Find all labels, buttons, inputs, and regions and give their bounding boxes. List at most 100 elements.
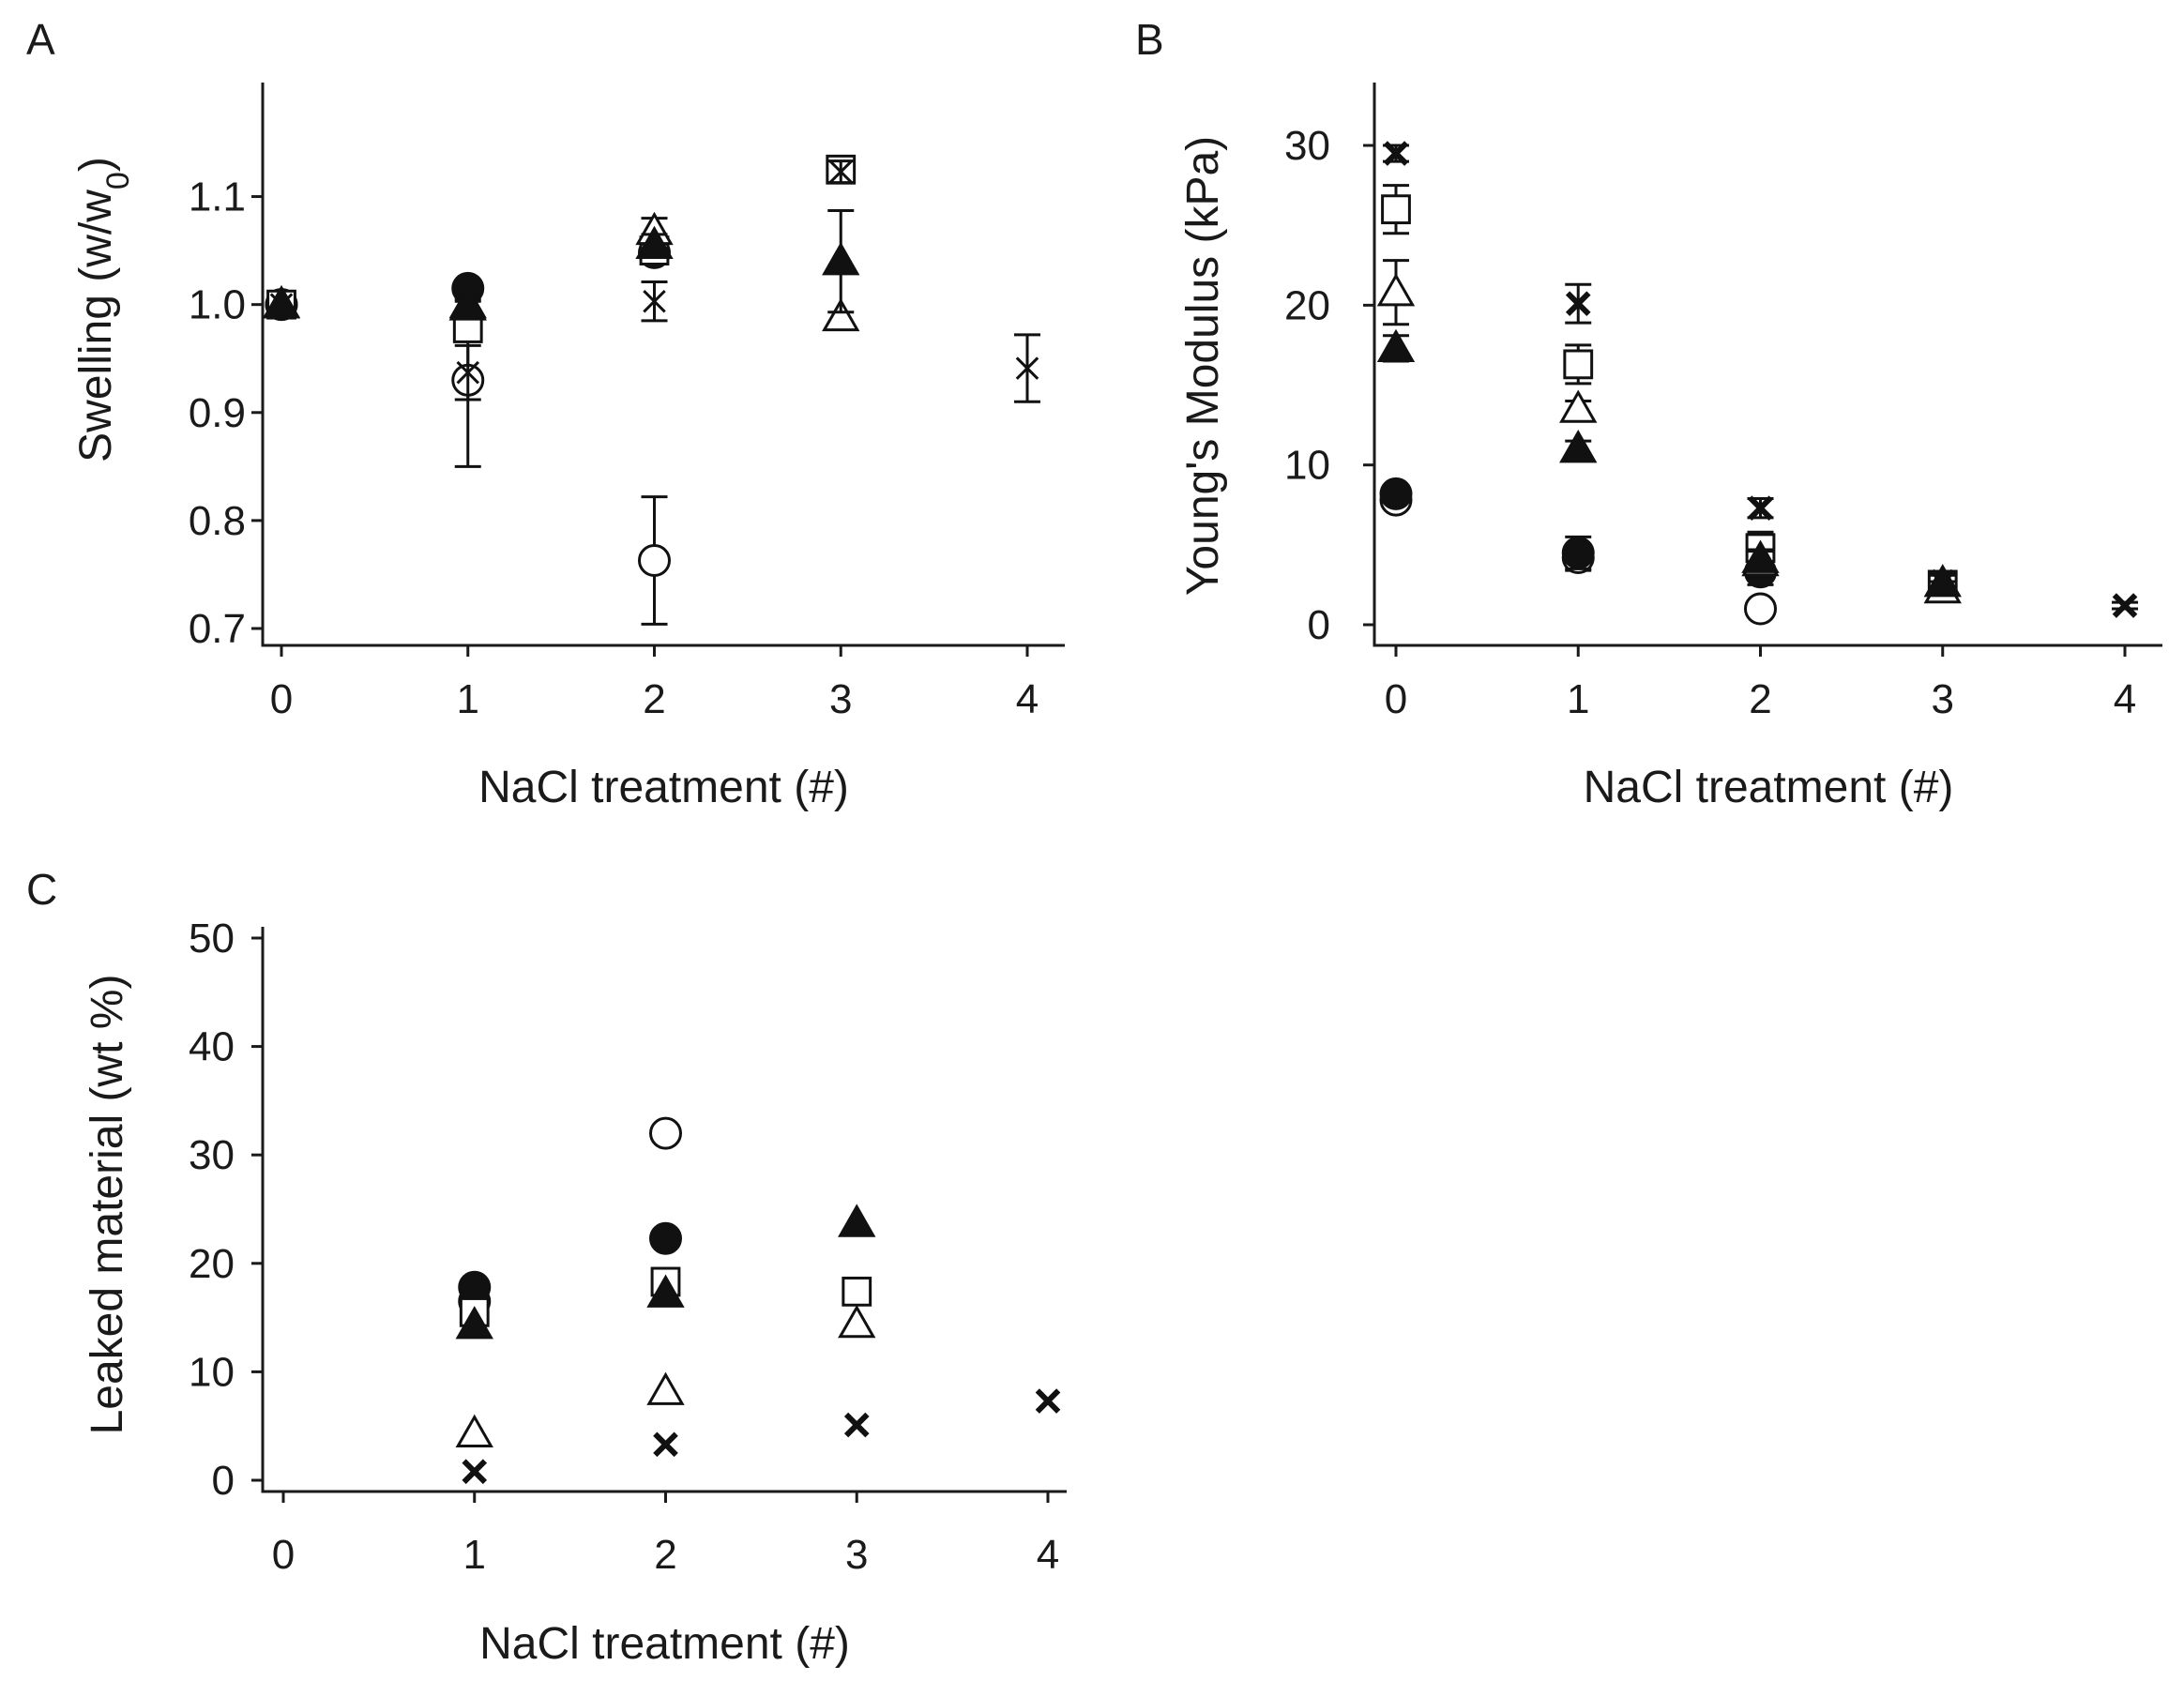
panel-b: B 0 1 2 3 4 0 10 20 30 NaCl treatment (#) Young's M…: [1135, 15, 2162, 812]
x-tick-label: 4: [2114, 676, 2136, 722]
axis-lines: [261, 83, 1065, 647]
point-marker: [448, 287, 487, 321]
y-tick-label: 0: [212, 1458, 235, 1504]
point-marker: [1561, 536, 1595, 569]
x-tick-label: 4: [1016, 676, 1039, 722]
point-marker: [842, 1276, 872, 1307]
y-tick-label: 30: [1284, 123, 1330, 169]
panel-label-a: A: [26, 15, 55, 64]
point-marker: [1381, 194, 1411, 225]
y-tick-label: 1.1: [189, 174, 246, 220]
x-tick-label: 0: [270, 676, 293, 722]
point-marker: [828, 159, 853, 184]
series-cross: [269, 159, 1040, 403]
series-open-circle: [458, 1116, 682, 1318]
y-axis-title: Leaked material (wt %): [83, 975, 132, 1435]
point-marker: [1930, 568, 1956, 595]
x-tick-label: 0: [1385, 676, 1407, 722]
point-marker: [638, 543, 671, 577]
series-cross: [1383, 141, 2138, 618]
point-marker: [1376, 273, 1416, 307]
point-marker: [1565, 291, 1591, 316]
point-marker: [262, 285, 301, 319]
point-marker: [462, 1459, 488, 1485]
point-marker: [1015, 356, 1039, 380]
point-marker: [1748, 495, 1773, 521]
y-tick-label: 50: [189, 916, 235, 962]
point-marker: [643, 289, 666, 313]
x-tick-label: 2: [643, 676, 665, 722]
point-marker: [1379, 477, 1413, 510]
x-tick-label: 1: [1567, 676, 1589, 722]
x-axis-title: NaCl treatment (#): [479, 1619, 850, 1669]
y-tick-label: 10: [1284, 443, 1330, 489]
series-filled-triangle: [455, 1204, 876, 1340]
point-marker: [2112, 593, 2138, 618]
y-axis-title: Young's Modulus (kPa): [1178, 136, 1228, 596]
axis-lines: [1373, 83, 2162, 647]
panel-label-c: C: [26, 865, 57, 914]
x-tick-label: 4: [1037, 1532, 1059, 1578]
point-marker: [1383, 141, 1409, 166]
point-marker: [455, 1306, 493, 1340]
point-marker: [635, 225, 674, 260]
series-open-square: [266, 154, 857, 343]
x-tick-label: 1: [457, 676, 479, 722]
panel-label-b: B: [1135, 15, 1164, 64]
point-marker: [838, 1204, 876, 1237]
series-filled-circle: [458, 1221, 682, 1304]
point-marker: [1376, 328, 1416, 363]
point-marker: [649, 1221, 682, 1255]
y-tick-label: 20: [189, 1241, 235, 1287]
series-cross: [462, 1388, 1061, 1485]
y-tick-label: 10: [189, 1349, 235, 1395]
point-marker: [649, 1116, 682, 1150]
y-tick-label: 0.9: [189, 390, 246, 436]
point-marker: [646, 1274, 685, 1308]
axis-lines: [261, 927, 1067, 1493]
point-marker: [1744, 592, 1777, 626]
point-marker: [1559, 430, 1598, 463]
y-axis-title-main: Leaked material (wt %): [83, 975, 132, 1435]
y-tick-label: 0.7: [189, 606, 246, 652]
point-marker: [653, 1431, 678, 1458]
point-marker: [822, 297, 860, 332]
y-axis-title: Swelling (w/w0): [71, 157, 136, 462]
x-axis-title: NaCl treatment (#): [1584, 763, 1954, 812]
point-marker: [646, 1371, 685, 1405]
y-tick-label: 0: [1308, 602, 1330, 648]
series-open-triangle: [262, 211, 860, 332]
point-marker: [456, 360, 480, 385]
point-marker: [1559, 389, 1598, 423]
x-axis-title: NaCl treatment (#): [478, 763, 849, 812]
series-filled-triangle: [262, 209, 860, 321]
point-marker: [1035, 1388, 1061, 1414]
point-marker: [455, 1414, 493, 1447]
y-tick-label: 40: [189, 1024, 235, 1070]
y-tick-label: 0.8: [189, 498, 246, 544]
y-axis-title-main: Young's Modulus (kPa): [1178, 136, 1228, 596]
x-tick-label: 2: [1749, 676, 1771, 722]
point-marker: [269, 293, 294, 316]
x-tick-label: 3: [829, 676, 852, 722]
series-filled-triangle: [1376, 328, 1962, 598]
series-open-square: [1381, 184, 1958, 600]
x-tick-label: 0: [272, 1532, 295, 1578]
y-axis-title-end: ): [71, 157, 121, 172]
y-tick-label: 1.0: [189, 282, 246, 328]
y-tick-label: 30: [189, 1132, 235, 1178]
y-axis-title-main: Swelling (w/w: [71, 189, 121, 462]
x-tick-label: 3: [845, 1532, 868, 1578]
y-axis-title-subscript: 0: [100, 172, 136, 189]
panel-a: A 0 1 2 3 4 0.7 0.8 0.9 1.0 1.1 NaCl treatment (#) S…: [26, 15, 1065, 812]
point-marker: [1741, 539, 1780, 573]
series-open-triangle: [455, 1304, 876, 1447]
point-marker: [822, 241, 860, 276]
point-marker: [838, 1304, 876, 1339]
point-marker: [1563, 349, 1594, 380]
y-tick-label: 20: [1284, 282, 1330, 328]
point-marker: [843, 1412, 870, 1438]
series-open-triangle: [1376, 259, 1962, 604]
